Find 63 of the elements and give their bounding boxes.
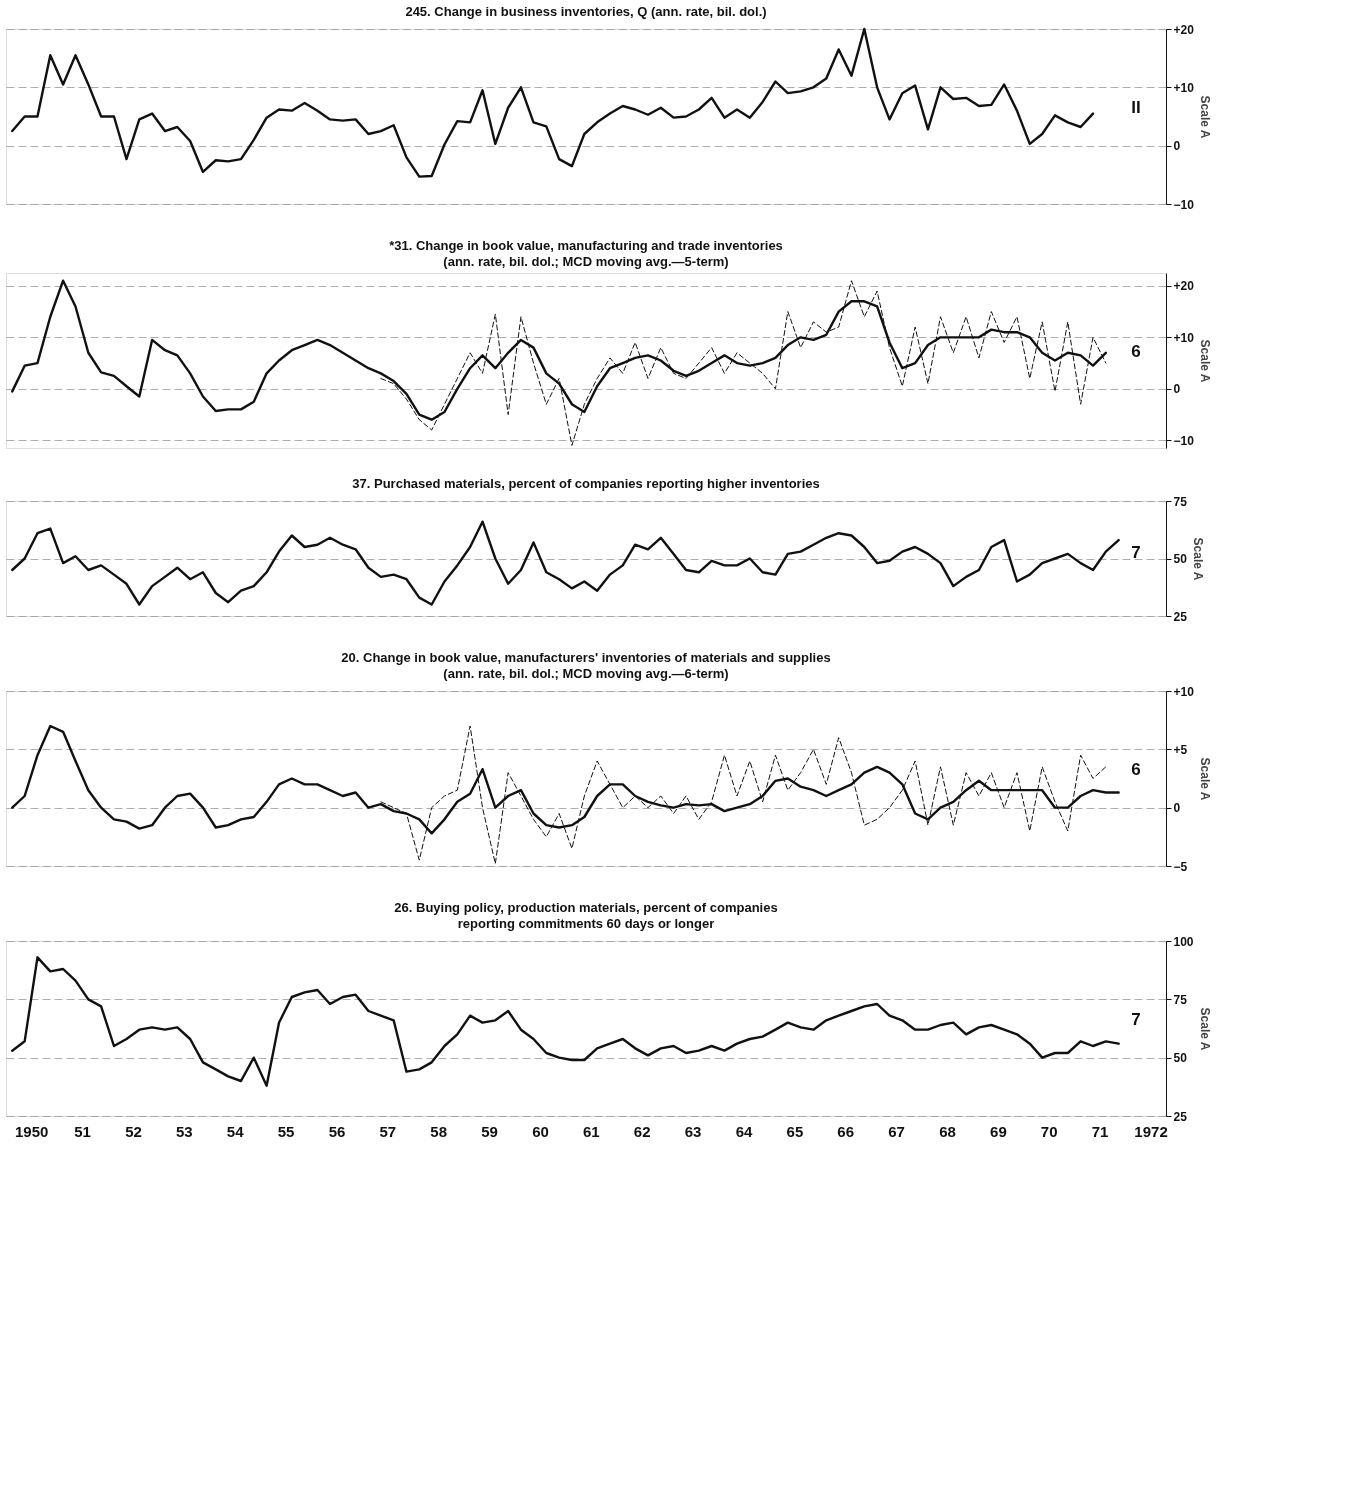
x-tick-label: 64 — [735, 1122, 754, 1140]
y-tick-label: 25 — [1173, 1109, 1188, 1124]
x-tick-label: 66 — [837, 1122, 855, 1140]
x-tick-label: 70 — [1040, 1122, 1058, 1140]
chart-title: 245. Change in business inventories, Q (ann. rate, bil. dol.) — [405, 4, 767, 19]
x-tick-label: 56 — [328, 1122, 346, 1140]
y-tick-label: +20 — [1173, 22, 1195, 37]
y-tick-label: +10 — [1173, 684, 1195, 699]
y-tick-label: 0 — [1173, 139, 1181, 154]
annotation: 7 — [1131, 542, 1141, 562]
y-tick-label: 50 — [1173, 1051, 1188, 1066]
y-tick-label: −5 — [1173, 859, 1188, 874]
x-tick-label: 1972 — [1134, 1122, 1168, 1140]
y-tick-label: −10 — [1173, 197, 1195, 212]
y-tick-label: +20 — [1173, 279, 1195, 294]
x-tick-label: 67 — [888, 1122, 905, 1140]
chart-subtitle: (ann. rate, bil. dol.; MCD moving avg.—6-term) — [443, 666, 729, 681]
y-tick-label: −10 — [1173, 433, 1195, 448]
y-tick-label: 25 — [1173, 609, 1188, 624]
y-axis-title: Scale A — [1190, 537, 1205, 581]
y-tick-label: +10 — [1173, 330, 1195, 345]
y-tick-label: 75 — [1173, 494, 1188, 509]
line-series — [11, 956, 1120, 1087]
x-tick-label: 60 — [532, 1122, 549, 1140]
y-tick-label: 100 — [1173, 934, 1194, 949]
y-tick-label: 50 — [1173, 552, 1188, 566]
chart-title: 20. Change in book value, manufacturers' inventories of materials and supplies — [341, 650, 831, 665]
chart-subtitle: (ann. rate, bil. dol.; MCD moving avg.—5-term) — [443, 254, 729, 269]
annotation: 6 — [1131, 341, 1141, 361]
x-tick-label: 55 — [277, 1122, 295, 1140]
chart-title: *31. Change in book value, manufacturing and trade inventories — [389, 238, 783, 253]
chart-subtitle: reporting commitments 60 days or longer — [457, 916, 715, 931]
y-tick-label: +10 — [1173, 80, 1195, 95]
x-tick-label: 61 — [583, 1122, 600, 1140]
y-tick-label: 0 — [1173, 382, 1181, 397]
x-tick-label: 52 — [125, 1122, 142, 1140]
line-series — [11, 27, 1095, 178]
x-tick-label: 59 — [481, 1122, 498, 1140]
x-tick-label: 51 — [74, 1122, 91, 1140]
x-tick-label: 69 — [990, 1122, 1007, 1140]
y-tick-label: +5 — [1173, 742, 1188, 757]
y-tick-label: 75 — [1173, 992, 1188, 1007]
y-tick-label: 0 — [1173, 801, 1181, 816]
y-axis-title: Scale A — [1197, 339, 1212, 383]
annotation: 7 — [1131, 1009, 1141, 1029]
x-tick-label: 1950 — [15, 1122, 49, 1140]
annotation: II — [1131, 97, 1141, 117]
y-axis-title: Scale A — [1197, 1007, 1212, 1051]
x-tick-label: 63 — [684, 1122, 702, 1140]
x-tick-label: 58 — [430, 1122, 448, 1140]
x-tick-label: 65 — [786, 1122, 804, 1140]
y-axis-title: Scale A — [1197, 95, 1212, 139]
x-tick-label: 53 — [176, 1122, 193, 1140]
x-tick-label: 57 — [379, 1122, 397, 1140]
annotation: 6 — [1131, 759, 1141, 779]
line-series — [11, 520, 1120, 606]
x-tick-label: 62 — [633, 1122, 651, 1140]
x-tick-label: 71 — [1091, 1122, 1109, 1140]
y-axis-title: Scale A — [1197, 757, 1212, 801]
chart-title: 37. Purchased materials, percent of companies reporting higher inventories — [352, 476, 820, 491]
chart-title: 26. Buying policy, production materials, percent of companies — [394, 900, 778, 915]
x-tick-label: 54 — [226, 1122, 245, 1140]
x-tick-label: 68 — [939, 1122, 956, 1140]
